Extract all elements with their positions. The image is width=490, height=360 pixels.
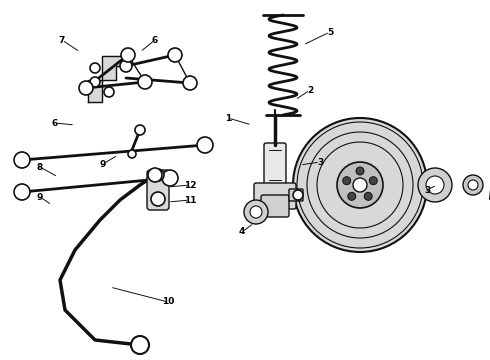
Circle shape	[135, 125, 145, 135]
Circle shape	[14, 152, 30, 168]
Circle shape	[90, 63, 100, 73]
Circle shape	[131, 336, 149, 354]
Circle shape	[104, 87, 114, 97]
FancyBboxPatch shape	[264, 143, 286, 187]
Text: 1: 1	[225, 113, 231, 122]
Circle shape	[152, 169, 164, 181]
Polygon shape	[88, 56, 126, 102]
Text: 5: 5	[327, 27, 333, 36]
Text: 4: 4	[239, 228, 245, 237]
Circle shape	[168, 48, 182, 62]
Circle shape	[128, 150, 136, 158]
Circle shape	[121, 48, 135, 62]
Circle shape	[364, 192, 372, 200]
FancyBboxPatch shape	[261, 195, 289, 217]
Text: 12: 12	[184, 180, 196, 189]
Circle shape	[468, 180, 478, 190]
Circle shape	[463, 175, 483, 195]
Circle shape	[120, 60, 132, 72]
Circle shape	[183, 76, 197, 90]
Circle shape	[356, 167, 364, 175]
Circle shape	[293, 118, 427, 252]
Text: 9: 9	[37, 193, 43, 202]
Circle shape	[151, 192, 165, 206]
Text: 6: 6	[152, 36, 158, 45]
FancyBboxPatch shape	[254, 183, 296, 209]
Text: 11: 11	[184, 195, 196, 204]
Circle shape	[162, 170, 178, 186]
FancyBboxPatch shape	[289, 189, 303, 201]
Circle shape	[418, 168, 452, 202]
Circle shape	[293, 190, 303, 200]
Circle shape	[197, 137, 213, 153]
Circle shape	[244, 200, 268, 224]
Circle shape	[79, 81, 93, 95]
Circle shape	[337, 162, 383, 208]
Text: 6: 6	[52, 118, 58, 127]
Text: 2: 2	[307, 86, 313, 95]
Circle shape	[369, 177, 377, 185]
Text: 9: 9	[100, 159, 106, 168]
FancyBboxPatch shape	[147, 170, 169, 210]
Circle shape	[343, 177, 351, 185]
Circle shape	[353, 178, 367, 192]
Circle shape	[90, 77, 100, 87]
Circle shape	[250, 206, 262, 218]
Circle shape	[426, 176, 444, 194]
Text: 3: 3	[424, 185, 430, 194]
Text: 7: 7	[59, 36, 65, 45]
Circle shape	[148, 168, 162, 182]
Text: 8: 8	[37, 162, 43, 171]
Circle shape	[138, 75, 152, 89]
Text: 3: 3	[317, 158, 323, 166]
Text: 10: 10	[162, 297, 174, 306]
Circle shape	[348, 192, 356, 200]
Circle shape	[14, 184, 30, 200]
